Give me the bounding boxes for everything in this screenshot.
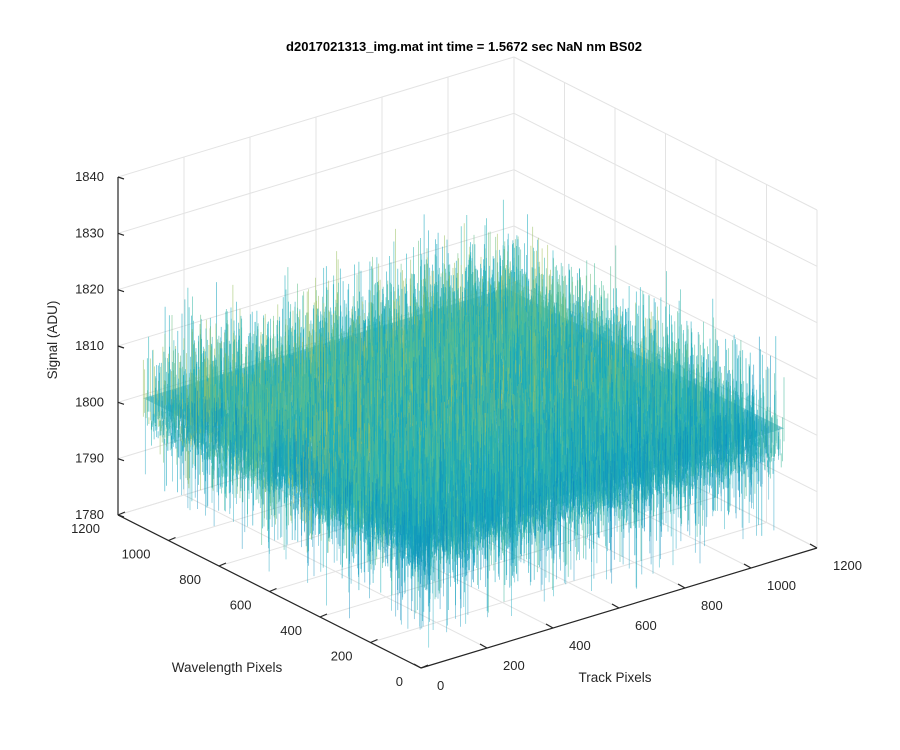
y-axis-label: Wavelength Pixels: [172, 660, 283, 675]
x-tick-label: 800: [701, 598, 723, 613]
floor-grid-line: [370, 522, 767, 643]
axes: 1780 1790 1800 1810 1820 1830 1840 0 200 400 600 80…: [71, 169, 862, 693]
chart-title: d2017021313_img.mat int time = 1.5672 se…: [286, 39, 642, 54]
y-tick-mark: [218, 562, 227, 567]
back-wall-grid-line: [117, 56, 515, 178]
z-tick-label: 1780: [75, 507, 104, 522]
y-tick-label: 200: [331, 649, 353, 664]
back-wall-grid-line: [117, 169, 515, 291]
z-tick-mark: [117, 232, 125, 236]
z-tick-label: 1800: [75, 394, 104, 409]
surface-plot: [142, 199, 785, 648]
x-tick-mark: [809, 543, 818, 549]
y-tick-mark: [370, 638, 378, 644]
side-wall-grid-line: [513, 56, 818, 211]
side-wall-grid-line: [513, 112, 818, 267]
x-tick-label: 600: [635, 618, 657, 633]
z-tick-label: 1830: [75, 225, 104, 240]
x-tick-label: 1200: [833, 558, 862, 573]
z-axis-label: Signal (ADU): [45, 301, 60, 380]
x-tick-mark: [611, 603, 620, 609]
y-tick-label: 1200: [71, 521, 100, 536]
y-tick-label: 1000: [122, 547, 151, 562]
x-tick-mark: [743, 563, 752, 569]
y-tick-mark: [117, 511, 126, 516]
x-tick-mark: [479, 643, 488, 649]
y-tick-mark: [269, 587, 277, 593]
y-tick-mark: [319, 613, 328, 618]
side-wall-grid-line: [513, 225, 818, 380]
z-tick-label: 1840: [75, 169, 104, 184]
z-tick-label: 1810: [75, 338, 104, 353]
z-tick-mark: [117, 401, 125, 405]
y-tick-label: 400: [280, 623, 302, 638]
y-tick-mark: [420, 664, 429, 669]
x-tick-label: 1000: [767, 578, 796, 593]
y-tick-label: 800: [179, 572, 201, 587]
x-tick-mark: [545, 623, 554, 629]
x-tick-label: 200: [503, 658, 525, 673]
y-tick-label: 600: [230, 598, 252, 613]
back-wall-grid-line: [117, 225, 515, 347]
z-tick-mark: [117, 458, 125, 462]
z-tick-mark: [117, 176, 125, 180]
back-wall-grid-line: [117, 112, 515, 234]
side-wall-grid-line: [513, 169, 818, 324]
z-tick-mark: [117, 289, 125, 293]
x-tick-mark: [677, 583, 686, 589]
z-tick-mark: [117, 514, 125, 518]
y-tick-label: 0: [396, 674, 403, 689]
z-tick-mark: [117, 345, 125, 349]
x-axis-label: Track Pixels: [578, 670, 651, 685]
y-tick-mark: [168, 536, 176, 542]
x-tick-label: 0: [437, 678, 444, 693]
z-tick-label: 1790: [75, 451, 104, 466]
x-tick-mark: [413, 663, 422, 669]
z-tick-label: 1820: [75, 282, 104, 297]
x-tick-label: 400: [569, 638, 591, 653]
